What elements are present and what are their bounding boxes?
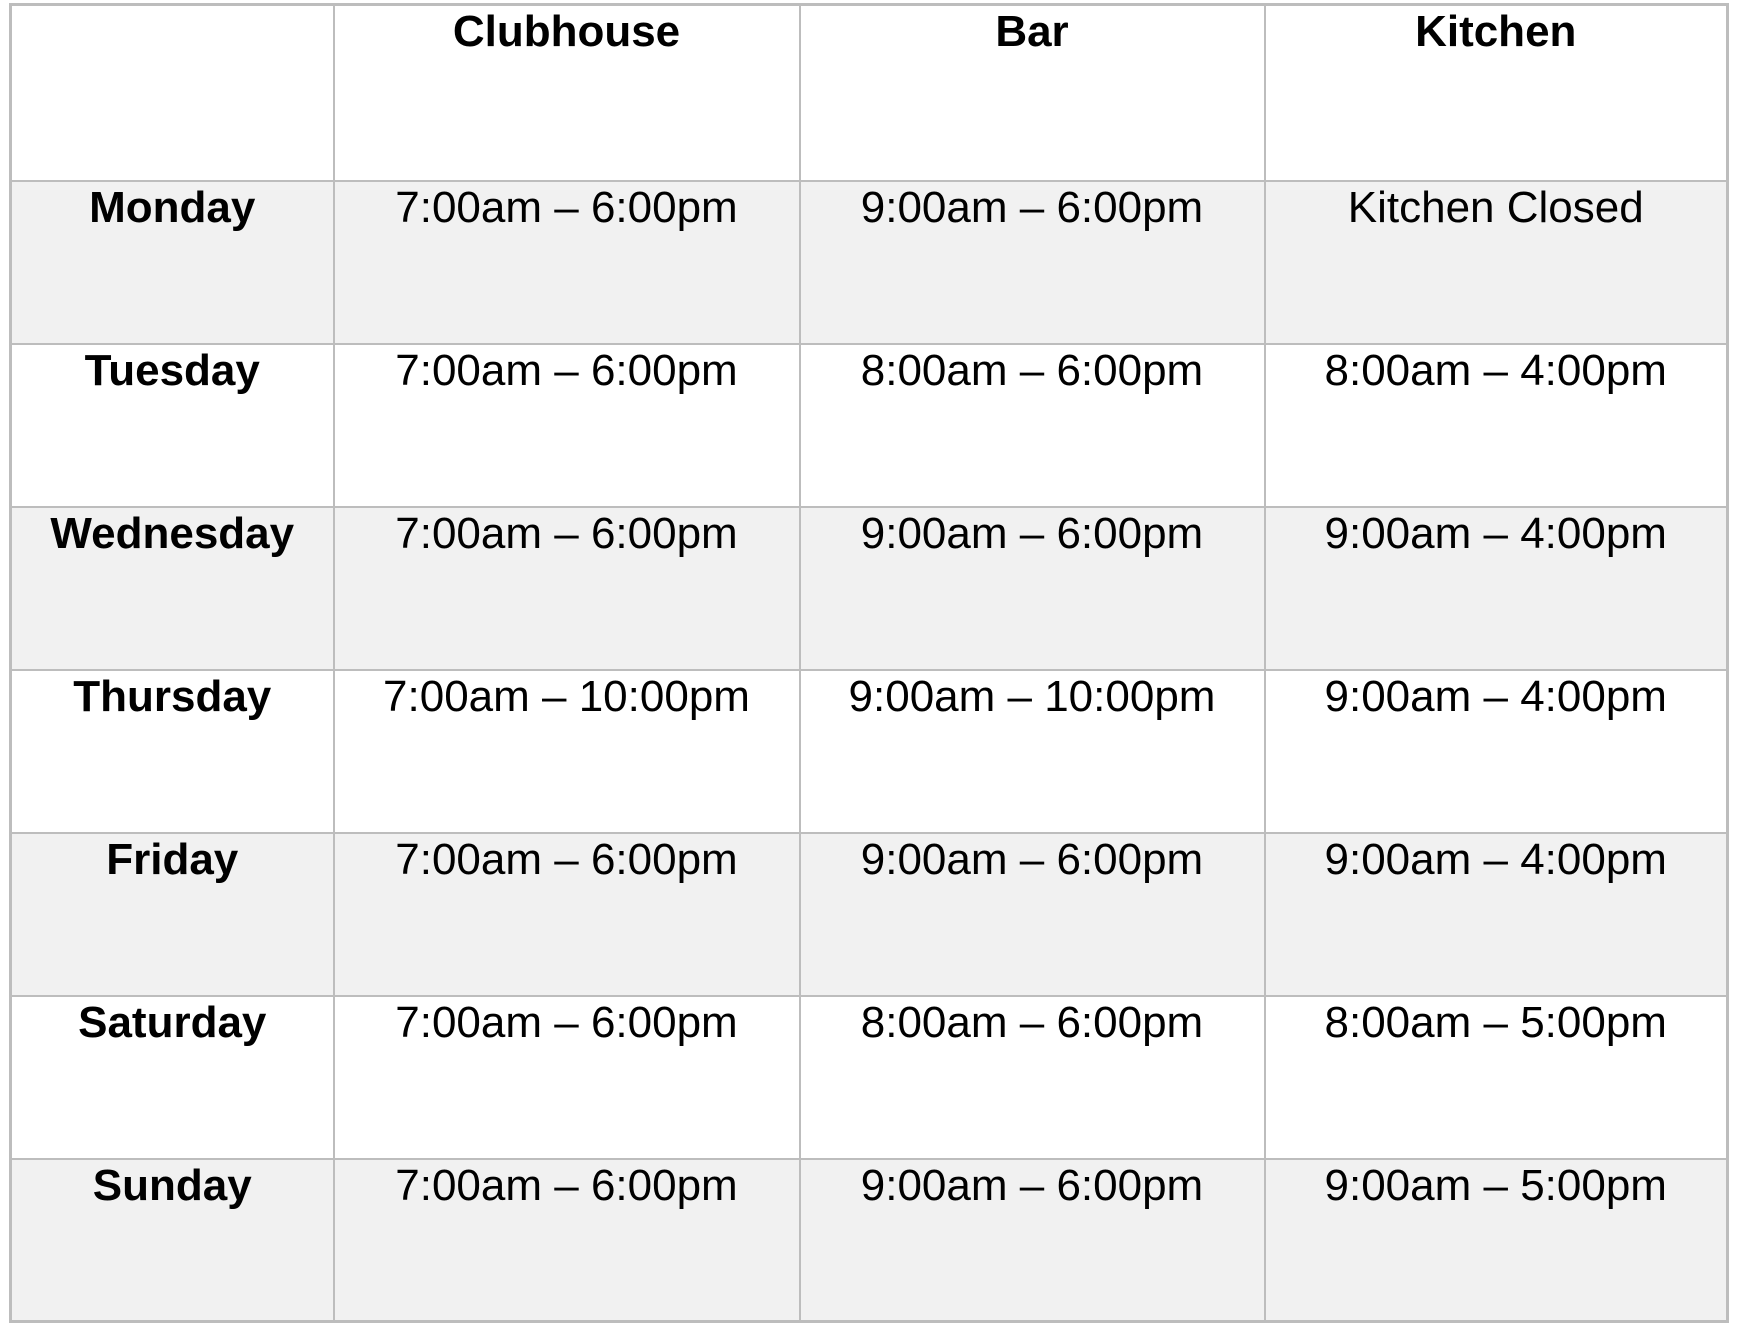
table-row-tuesday: Tuesday 7:00am – 6:00pm 8:00am – 6:00pm … — [9, 342, 1729, 508]
day-label: Sunday — [9, 1157, 335, 1323]
clubhouse-hours: 7:00am – 6:00pm — [332, 1157, 801, 1323]
hours-schedule-table: Clubhouse Bar Kitchen Monday 7:00am – 6:… — [9, 3, 1729, 1323]
day-label: Friday — [9, 831, 335, 997]
kitchen-hours: 8:00am – 4:00pm — [1263, 342, 1729, 508]
table-row-friday: Friday 7:00am – 6:00pm 9:00am – 6:00pm 9… — [9, 831, 1729, 997]
day-label: Thursday — [9, 668, 335, 834]
clubhouse-hours: 7:00am – 6:00pm — [332, 831, 801, 997]
bar-hours: 8:00am – 6:00pm — [798, 994, 1266, 1160]
day-label: Tuesday — [9, 342, 335, 508]
table-row-thursday: Thursday 7:00am – 10:00pm 9:00am – 10:00… — [9, 668, 1729, 834]
kitchen-hours: 8:00am – 5:00pm — [1263, 994, 1729, 1160]
kitchen-hours: 9:00am – 4:00pm — [1263, 505, 1729, 671]
bar-hours: 8:00am – 6:00pm — [798, 342, 1266, 508]
kitchen-hours: 9:00am – 4:00pm — [1263, 668, 1729, 834]
header-bar: Bar — [798, 3, 1266, 182]
clubhouse-hours: 7:00am – 6:00pm — [332, 505, 801, 671]
bar-hours: 9:00am – 6:00pm — [798, 1157, 1266, 1323]
header-row: Clubhouse Bar Kitchen — [9, 3, 1729, 182]
table-row-wednesday: Wednesday 7:00am – 6:00pm 9:00am – 6:00p… — [9, 505, 1729, 671]
day-label: Wednesday — [9, 505, 335, 671]
table-row-sunday: Sunday 7:00am – 6:00pm 9:00am – 6:00pm 9… — [9, 1157, 1729, 1323]
kitchen-hours: 9:00am – 4:00pm — [1263, 831, 1729, 997]
kitchen-hours: Kitchen Closed — [1263, 179, 1729, 345]
clubhouse-hours: 7:00am – 10:00pm — [332, 668, 801, 834]
header-clubhouse: Clubhouse — [332, 3, 801, 182]
bar-hours: 9:00am – 6:00pm — [798, 831, 1266, 997]
bar-hours: 9:00am – 10:00pm — [798, 668, 1266, 834]
bar-hours: 9:00am – 6:00pm — [798, 505, 1266, 671]
header-day-blank — [9, 3, 335, 182]
hours-schedule-table-container: Clubhouse Bar Kitchen Monday 7:00am – 6:… — [9, 3, 1729, 1323]
header-kitchen: Kitchen — [1263, 3, 1729, 182]
clubhouse-hours: 7:00am – 6:00pm — [332, 342, 801, 508]
table-row-saturday: Saturday 7:00am – 6:00pm 8:00am – 6:00pm… — [9, 994, 1729, 1160]
day-label: Saturday — [9, 994, 335, 1160]
clubhouse-hours: 7:00am – 6:00pm — [332, 994, 801, 1160]
day-label: Monday — [9, 179, 335, 345]
kitchen-hours: 9:00am – 5:00pm — [1263, 1157, 1729, 1323]
bar-hours: 9:00am – 6:00pm — [798, 179, 1266, 345]
clubhouse-hours: 7:00am – 6:00pm — [332, 179, 801, 345]
table-row-monday: Monday 7:00am – 6:00pm 9:00am – 6:00pm K… — [9, 179, 1729, 345]
